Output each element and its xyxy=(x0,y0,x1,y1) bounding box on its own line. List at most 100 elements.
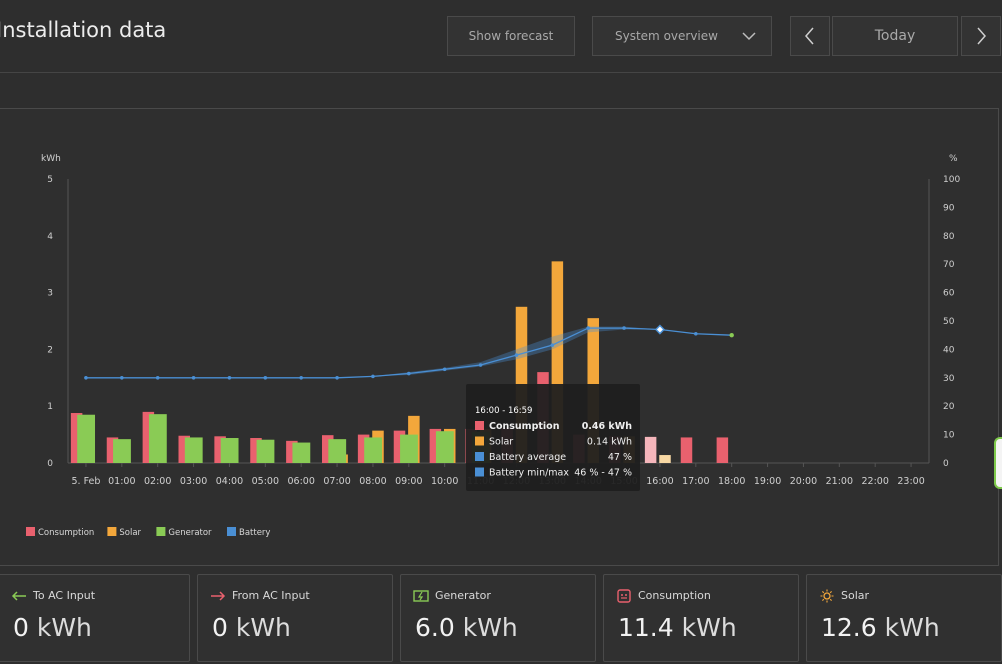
x-tick-label: 22:00 xyxy=(861,476,888,487)
tooltip-value: 47 % xyxy=(608,452,632,463)
page-title: Installation data xyxy=(0,18,167,42)
tooltip-value: 0.46 kWh xyxy=(582,421,633,432)
bar-generator xyxy=(220,438,239,463)
tooltip-swatch xyxy=(475,421,484,430)
bar-consumption xyxy=(178,435,190,463)
next-day-button[interactable] xyxy=(961,16,1001,56)
bar-consumption xyxy=(70,413,83,463)
bar-generator xyxy=(184,437,203,463)
x-tick-label: 06:00 xyxy=(287,476,314,487)
chevron-right-icon xyxy=(977,27,986,45)
bar-generator xyxy=(148,414,167,463)
legend-label: Solar xyxy=(119,528,141,538)
legend-swatch xyxy=(107,527,117,536)
legend-label: Generator xyxy=(168,528,212,538)
summary-cards: To AC Input 0 kWh From AC Input 0 kWh Genera… xyxy=(0,574,1002,664)
bar-generator xyxy=(364,437,383,463)
card-value-number: 0 xyxy=(212,613,228,642)
show-forecast-button[interactable]: Show forecast xyxy=(447,16,575,56)
card-value-number: 12.6 xyxy=(821,613,877,642)
battery-point xyxy=(514,353,519,357)
x-tick-label: 5. Feb xyxy=(71,476,100,487)
card-label: Generator xyxy=(435,589,491,602)
bar-consumption xyxy=(321,435,334,463)
battery-point xyxy=(694,331,698,336)
x-tick-label: 18:00 xyxy=(718,476,745,487)
x-tick-label: 10:00 xyxy=(431,476,458,487)
bar-consumption xyxy=(286,440,298,463)
summary-card-to-ac-input[interactable]: To AC Input 0 kWh xyxy=(0,574,190,662)
x-tick-label: 05:00 xyxy=(252,476,279,487)
bar-consumption xyxy=(357,434,370,463)
battery-line xyxy=(85,327,732,379)
battery-point xyxy=(155,376,160,380)
battery-point xyxy=(478,363,483,367)
card-value-unit: kWh xyxy=(884,613,940,642)
y2-tick-label: 0 xyxy=(943,459,949,469)
bar-consumption xyxy=(142,411,155,463)
bar-consumption xyxy=(214,436,226,463)
bar-consumption xyxy=(644,436,657,463)
page-header: Installation data Show forecast System o… xyxy=(0,0,1002,73)
generator-icon xyxy=(413,588,429,602)
card-label: Solar xyxy=(841,589,870,602)
sun-icon xyxy=(819,588,835,603)
bar-consumption xyxy=(250,438,262,463)
battery-hover-marker xyxy=(654,324,665,335)
view-select[interactable]: System overview xyxy=(592,16,772,56)
legend-label: Consumption xyxy=(38,528,94,538)
legend-label: Battery xyxy=(239,528,270,538)
bar-solar xyxy=(551,261,564,463)
card-value-unit: kWh xyxy=(235,613,291,642)
card-value: 0 kWh xyxy=(212,613,291,642)
y-tick-label: 3 xyxy=(47,289,53,299)
x-tick-label: 21:00 xyxy=(826,476,853,487)
legend-swatch xyxy=(156,527,166,536)
side-tab[interactable] xyxy=(994,437,1002,489)
y2-tick-label: 80 xyxy=(943,232,955,242)
battery-point xyxy=(622,326,626,330)
x-tick-label: 17:00 xyxy=(682,476,709,487)
chart-panel: kWh% 0 1 2 3 4 5 0 10 20 30 40 50 60 70 80 90 100 5. Feb 01… xyxy=(0,108,999,566)
y-tick-label: 0 xyxy=(47,459,53,469)
tooltip-label: Battery min/max xyxy=(489,468,569,479)
chevron-left-icon xyxy=(805,27,814,45)
y2-tick-label: 10 xyxy=(943,431,955,441)
tooltip-swatch xyxy=(475,452,484,461)
x-tick-label: 04:00 xyxy=(216,476,243,487)
bar-generator xyxy=(77,414,96,463)
bar-generator xyxy=(256,439,275,463)
today-button[interactable]: Today xyxy=(832,16,958,56)
y2-axis-label: % xyxy=(949,154,958,164)
arrow-right-icon xyxy=(210,588,226,602)
y2-tick-label: 30 xyxy=(943,374,955,384)
tooltip-swatch xyxy=(475,436,484,446)
y2-tick-label: 90 xyxy=(943,203,955,213)
card-value-number: 6.0 xyxy=(415,613,455,642)
x-tick-label: 03:00 xyxy=(180,476,207,487)
x-tick-label: 07:00 xyxy=(323,476,350,487)
card-value-number: 0 xyxy=(13,613,29,642)
y-tick-label: 1 xyxy=(47,402,53,412)
y2-tick-label: 60 xyxy=(943,289,955,299)
bar-generator xyxy=(292,442,311,463)
summary-card-solar[interactable]: Solar 12.6 kWh xyxy=(806,574,1002,662)
tooltip-label: Battery average xyxy=(489,452,566,463)
previous-day-button[interactable] xyxy=(790,16,830,56)
summary-card-consumption[interactable]: Consumption 11.4 kWh xyxy=(603,574,799,662)
card-value-unit: kWh xyxy=(681,613,737,642)
bar-solar xyxy=(659,455,671,463)
summary-card-from-ac-input[interactable]: From AC Input 0 kWh xyxy=(197,574,393,662)
card-value: 11.4 kWh xyxy=(618,613,737,642)
card-label: From AC Input xyxy=(232,589,310,602)
consumption-icon xyxy=(616,588,632,603)
legend-swatch xyxy=(26,527,35,536)
battery-point xyxy=(227,376,232,380)
tooltip-value: 0.14 kWh xyxy=(587,437,632,448)
summary-card-generator[interactable]: Generator 6.0 kWh xyxy=(400,574,596,662)
x-tick-label: 09:00 xyxy=(395,476,422,487)
card-label: To AC Input xyxy=(33,589,96,602)
x-tick-label: 20:00 xyxy=(790,476,817,487)
y-tick-label: 2 xyxy=(47,345,53,355)
